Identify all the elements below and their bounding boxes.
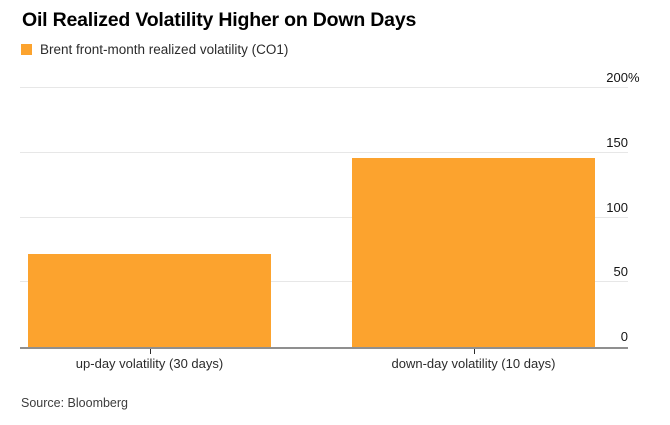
percent-unit-suffix: % xyxy=(628,70,640,85)
plot-area: 0 50 100 150 200% up-day volatility (30 days)… xyxy=(20,70,640,371)
source-note: Source: Bloomberg xyxy=(21,396,129,410)
gridline-50 xyxy=(20,281,628,283)
legend-swatch xyxy=(21,44,32,55)
bar-up-day-volatility-30-days xyxy=(28,254,271,347)
y-tick-label-0: 0 xyxy=(620,329,628,344)
y-tick-label-200: 200% xyxy=(606,70,640,85)
x-axis-tick-up-day-volatility-30-days xyxy=(149,349,151,354)
y-tick-label-150: 150 xyxy=(606,134,628,150)
x-category-label-down-day-volatility-10-days: down-day volatility (10 days) xyxy=(391,356,556,371)
y-tick-label-100: 100 xyxy=(606,199,628,215)
gridline-100 xyxy=(20,216,628,218)
y-tick-label-50: 50 xyxy=(613,264,628,280)
legend: Brent front-month realized volatility (C… xyxy=(21,42,288,57)
legend-label: Brent front-month realized volatility (C… xyxy=(40,42,289,57)
chart-title: Oil Realized Volatility Higher on Down D… xyxy=(22,9,417,31)
x-axis-tick-down-day-volatility-10-days xyxy=(473,349,475,354)
x-category-label-up-day-volatility-30-days: up-day volatility (30 days) xyxy=(75,356,224,371)
bar-down-day-volatility-10-days xyxy=(352,158,595,347)
gridline-150 xyxy=(20,151,628,153)
gridline-200 xyxy=(20,87,628,88)
